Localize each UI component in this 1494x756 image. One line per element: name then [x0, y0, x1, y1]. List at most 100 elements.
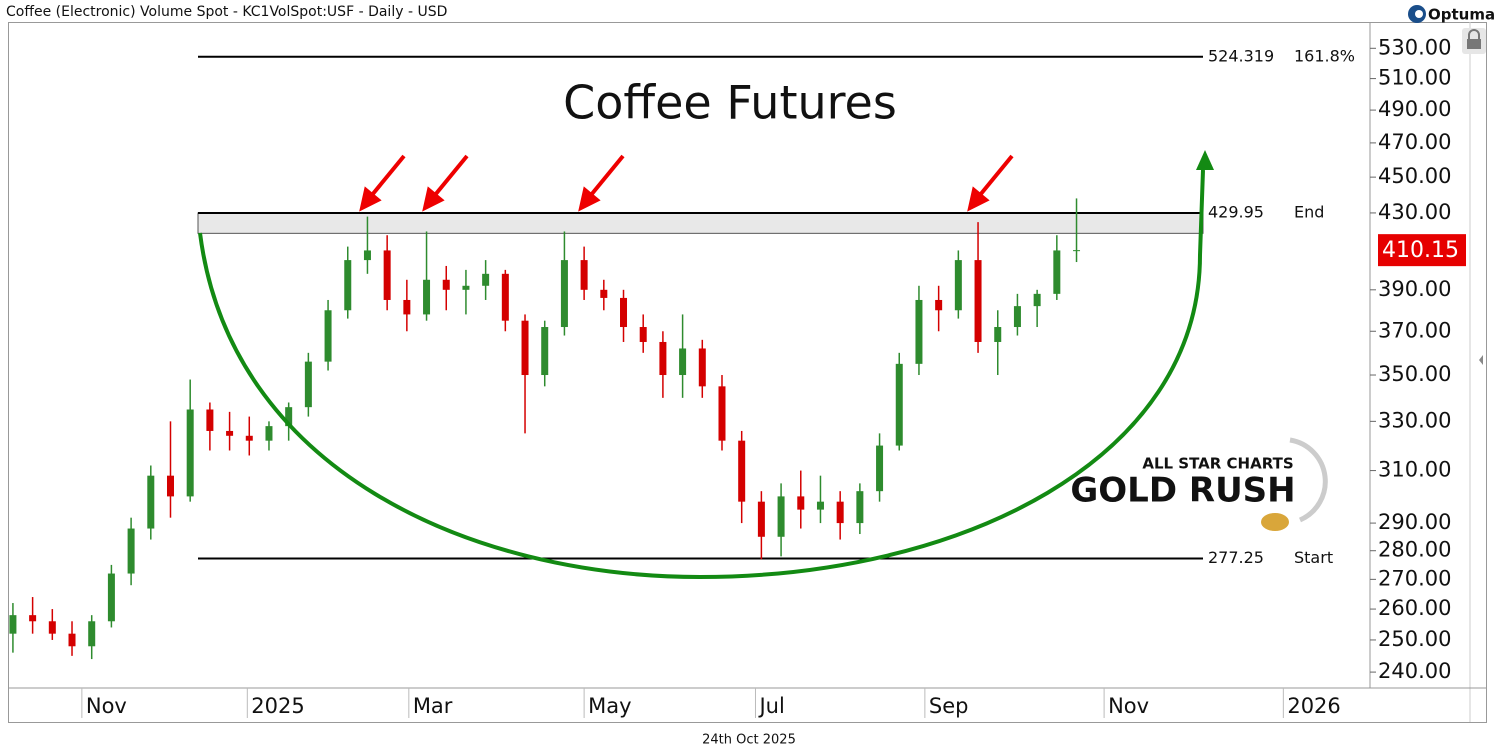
candle-body [383, 250, 391, 300]
candle-body [994, 327, 1002, 342]
candle-body [403, 299, 411, 315]
peak-arrow [978, 154, 1014, 197]
candle-body [915, 299, 923, 364]
candle-body [363, 250, 371, 261]
resistance-zone [197, 212, 1204, 234]
chart-title: Coffee Futures [563, 76, 897, 130]
level-tag: End [1294, 203, 1324, 222]
y-tick-label: 290.00 [1378, 510, 1451, 534]
candle-body [718, 386, 726, 441]
y-tick-label: 280.00 [1378, 538, 1451, 562]
candle-body [127, 528, 135, 574]
candle-body [836, 501, 844, 524]
level-tag: 161.8% [1294, 46, 1355, 65]
x-tick-label: 2025 [251, 694, 304, 718]
candle-body [1073, 250, 1081, 252]
plot-area: 240.00 250.00 260.00 270.00 280.00 290.00 310.… [9, 35, 1466, 718]
candle-body [68, 633, 76, 647]
x-tick-label: Mar [413, 694, 453, 718]
y-tick-label: 390.00 [1378, 277, 1451, 301]
y-tick-label: 270.00 [1378, 566, 1451, 590]
y-tick-label: 510.00 [1378, 66, 1451, 90]
lock-body [1467, 39, 1481, 49]
candle-body [600, 289, 608, 298]
candle-body [442, 279, 450, 290]
peak-arrow [370, 154, 406, 197]
candle-body [639, 327, 647, 342]
candle-body [48, 621, 56, 634]
candle-body [344, 260, 352, 311]
candle-body [107, 573, 115, 622]
candle-body [816, 501, 824, 510]
y-tick-label: 490.00 [1378, 97, 1451, 121]
candle-body [954, 260, 962, 311]
level-value: 277.25 [1208, 548, 1264, 567]
candle-body [521, 320, 529, 376]
candle-body [698, 348, 706, 387]
y-tick-label: 450.00 [1378, 164, 1451, 188]
level-tag: Start [1294, 548, 1333, 567]
candle-body [856, 491, 864, 524]
y-tick-label: 310.00 [1378, 458, 1451, 482]
candle-body [757, 501, 765, 537]
candle-body [245, 435, 253, 441]
candle-body [738, 440, 746, 502]
peak-arrowhead [967, 186, 990, 212]
watermark-ring [1289, 437, 1328, 523]
candle-body [541, 327, 549, 376]
y-tick-label: 530.00 [1378, 35, 1451, 59]
y-tick-label: 370.00 [1378, 318, 1451, 342]
peak-arrowhead [359, 186, 382, 212]
chart-header: Coffee (Electronic) Volume Spot - KC1Vol… [6, 4, 447, 20]
cup-curve [198, 169, 1205, 580]
candle-body [265, 426, 273, 441]
lock-icon[interactable] [1462, 28, 1486, 54]
candle-body [876, 445, 884, 492]
watermark: ALL STAR CHARTS GOLD RUSH [1070, 437, 1328, 531]
candle-body [166, 475, 174, 497]
peak-arrowhead [422, 186, 445, 212]
candle-body [206, 409, 214, 431]
watermark-line: GOLD RUSH [1070, 471, 1295, 511]
candle-body [147, 475, 155, 529]
candle-body [9, 615, 17, 634]
peak-arrow [433, 154, 469, 197]
candle-body [29, 615, 37, 622]
candle-body [895, 363, 903, 446]
watermark-nugget [1261, 513, 1289, 531]
candle-body [88, 621, 96, 647]
watermark-line: ALL STAR CHARTS [1142, 455, 1293, 473]
candle-body [659, 341, 667, 376]
peak-arrow [589, 154, 625, 197]
x-tick-label: Sep [929, 694, 969, 718]
candle-body [482, 273, 490, 286]
candle-body [304, 361, 312, 408]
curve-arrowhead [1196, 150, 1214, 170]
candle-body [560, 260, 568, 328]
level-value: 429.95 [1208, 203, 1264, 222]
candle-body [797, 496, 805, 510]
candle-body [501, 273, 509, 321]
y-tick-label: 350.00 [1378, 362, 1451, 386]
peak-arrowhead [578, 186, 601, 212]
level-value: 524.319 [1208, 46, 1274, 65]
x-tick-label: 2026 [1287, 694, 1340, 718]
x-tick-label: May [588, 694, 631, 718]
candle-body [1033, 293, 1041, 307]
y-tick-label: 430.00 [1378, 200, 1451, 224]
y-tick-label: 330.00 [1378, 408, 1451, 432]
candle-body [226, 430, 234, 436]
y-tick-label: 240.00 [1378, 659, 1451, 683]
brand-name: Optuma [1428, 6, 1494, 24]
candle-body [620, 297, 628, 328]
date-label: 24th Oct 2025 [702, 733, 796, 748]
last-price-box [1378, 234, 1466, 267]
candle-body [777, 496, 785, 537]
candle-body [1053, 250, 1061, 294]
collapse-arrow[interactable] [1479, 355, 1483, 365]
brand-icon-hole [1415, 10, 1423, 18]
candle-body [423, 279, 431, 315]
x-tick-label: Nov [1108, 694, 1149, 718]
candle-body [186, 409, 194, 497]
